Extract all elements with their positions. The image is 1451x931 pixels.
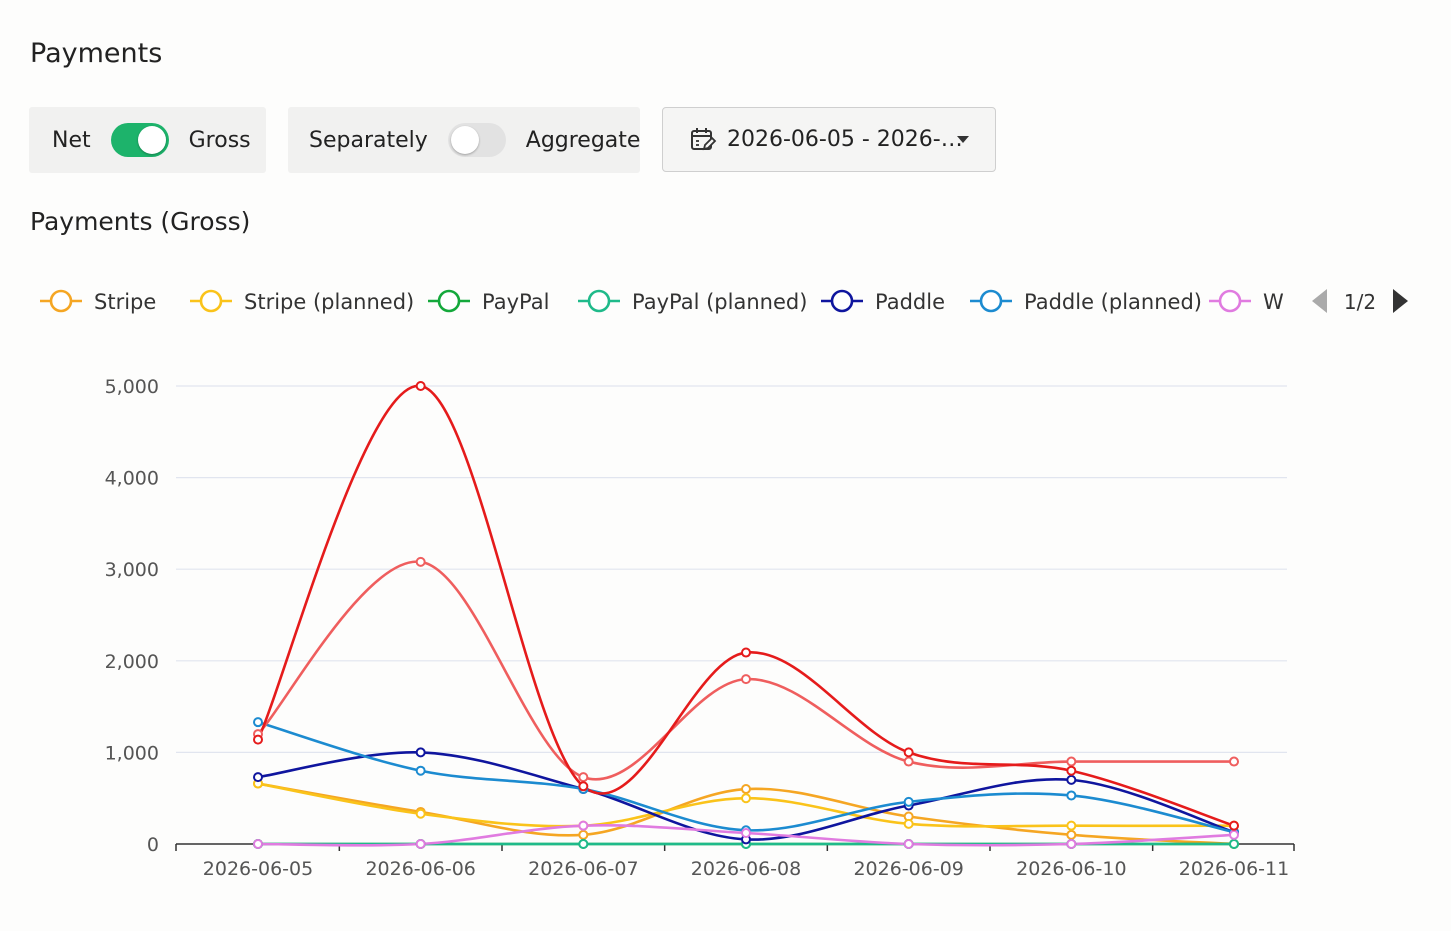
switch-knob [450,126,479,154]
legend-page-indicator: 1/2 [1344,290,1376,314]
data-point [903,818,914,829]
legend-label: PayPal (planned) [632,290,807,314]
data-point [1066,829,1077,840]
legend-label: Paddle (planned) [1024,290,1202,314]
x-tick-label: 2026-06-07 [528,858,638,880]
data-point [415,556,426,567]
y-tick-label: 2,000 [105,651,159,673]
data-point [253,839,263,849]
data-point [578,781,589,792]
gross-label: Gross [188,127,251,153]
data-point [578,820,589,831]
data-point [1066,820,1077,831]
legend-label: Stripe [94,290,156,314]
series-lines [256,384,1235,847]
date-range-picker[interactable]: 2026-06-05 - 2026-… [662,107,996,172]
calendar-edit-icon [691,127,717,150]
data-point [1066,756,1077,767]
data-point [415,765,426,776]
data-point [253,772,263,783]
data-point [578,839,589,849]
data-point [741,674,751,685]
data-point [903,796,914,807]
grouping-toggle-group: Separately Aggregate [288,107,640,173]
data-point [1066,765,1077,776]
data-point [415,747,426,758]
data-point [1066,839,1077,849]
data-point [253,734,263,745]
switch-knob [137,126,166,154]
legend-item: PayPal (planned) [578,289,807,314]
series-points [253,381,1239,849]
chart-section-title: Payments (Gross) [30,207,251,236]
data-point [578,829,589,840]
data-point [578,772,589,783]
chevron-down-icon [957,136,969,143]
x-tick-label: 2026-06-06 [365,858,475,880]
aggregate-label: Aggregate [525,127,641,153]
data-point [415,808,426,819]
separately-label: Separately [309,127,428,153]
data-point [1229,839,1239,849]
x-tick-label: 2026-06-09 [853,858,963,880]
legend-item: W [1209,289,1284,314]
data-point [741,784,751,795]
series-line [257,560,1234,781]
legend-prev-icon [1312,289,1327,313]
legend-label: PayPal [482,290,549,314]
series-line [257,720,1235,834]
legend-item: Paddle [821,289,945,314]
legend-next-icon [1393,289,1408,313]
data-point [1229,756,1239,767]
x-axis: 2026-06-05 2026-06-06 2026-06-07 2026-06-08… [175,843,1295,880]
data-point [903,839,914,849]
data-point [903,756,914,767]
data-point [903,747,914,758]
data-point [1066,774,1077,785]
y-axis: 0 1,000 2,000 3,000 4,000 5,000 [105,376,159,856]
x-tick-label: 2026-06-10 [1016,858,1126,880]
x-tick-label: 2026-06-11 [1179,858,1289,880]
series-line [256,384,1235,827]
y-tick-label: 1,000 [105,742,159,764]
data-point [1066,790,1077,801]
y-tick-label: 0 [147,834,159,856]
page-title: Payments [30,38,163,69]
legend-label: W [1263,290,1284,314]
data-point [1229,829,1239,840]
x-tick-label: 2026-06-05 [203,858,313,880]
separately-aggregate-switch[interactable] [447,123,506,157]
legend-item: Stripe (planned) [190,289,414,314]
net-gross-toggle-group: Net Gross [29,107,266,173]
y-tick-label: 4,000 [105,468,159,490]
net-label: Net [52,127,91,153]
legend-item: Stripe [40,289,156,314]
legend-label: Paddle [875,290,945,314]
chart-legend: Stripe Stripe (planned) PayPal PayPal (plan… [40,289,1284,314]
data-point [741,647,751,658]
data-point [1229,820,1239,831]
legend-item: PayPal [428,289,549,314]
legend-label: Stripe (planned) [244,290,414,314]
x-tick-label: 2026-06-08 [691,858,801,880]
net-gross-switch[interactable] [110,123,169,157]
chart-grid [176,385,1287,753]
y-tick-label: 3,000 [105,559,159,581]
data-point [741,828,751,839]
data-point [415,381,426,391]
legend-pager: 1/2 [1312,289,1408,314]
data-point [253,717,263,728]
payments-line-chart: Stripe Stripe (planned) PayPal PayPal (plan… [40,289,1408,880]
data-point [415,839,426,849]
data-point [741,793,751,804]
date-range-value: 2026-06-05 - 2026-… [727,127,963,152]
y-tick-label: 5,000 [105,376,159,398]
legend-item: Paddle (planned) [970,289,1202,314]
